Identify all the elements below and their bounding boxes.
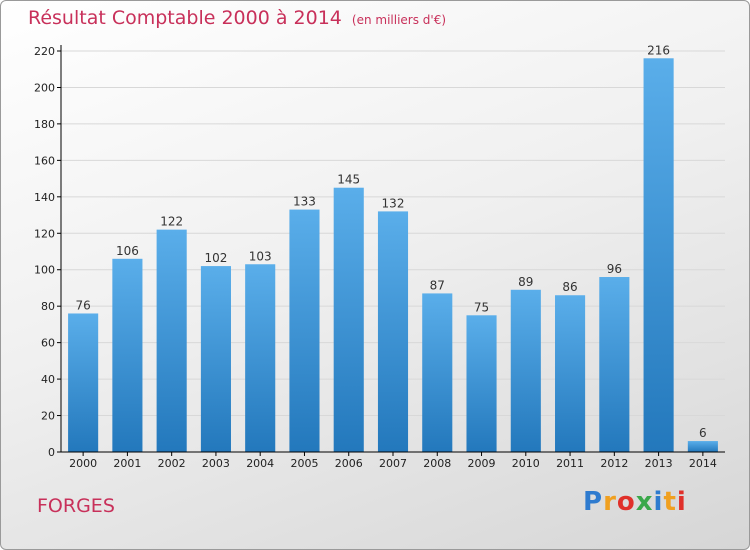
bar — [200, 266, 231, 452]
y-tick-label: 120 — [34, 227, 55, 240]
bar-value-label: 106 — [116, 244, 139, 258]
x-tick-label: 2006 — [335, 457, 363, 470]
chart-subtitle: (en milliers d'€) — [351, 13, 447, 27]
x-tick-label: 2001 — [113, 457, 141, 470]
x-tick-label: 2002 — [158, 457, 186, 470]
bar — [289, 209, 320, 452]
y-tick-label: 100 — [34, 264, 55, 277]
bar — [466, 315, 497, 452]
logo-letter: i — [653, 487, 664, 517]
bar — [68, 313, 99, 452]
x-tick-label: 2014 — [689, 457, 717, 470]
town-name: FORGES — [37, 495, 115, 517]
logo-letter: x — [635, 487, 654, 517]
chart-title: Résultat Comptable 2000 à 2014 (en millie… — [28, 7, 446, 29]
y-tick-label: 40 — [41, 373, 55, 386]
x-tick-label: 2010 — [512, 457, 540, 470]
bar-value-label: 122 — [160, 215, 183, 229]
bar — [422, 293, 453, 452]
x-tick-label: 2009 — [468, 457, 496, 470]
x-tick-label: 2004 — [246, 457, 274, 470]
logo-letter: r — [603, 487, 617, 517]
proxiti-logo: Proxiti — [583, 487, 687, 517]
bar-value-label: 216 — [647, 43, 670, 57]
bar — [510, 289, 541, 452]
bar — [245, 264, 276, 452]
bar — [112, 258, 143, 452]
x-tick-label: 2003 — [202, 457, 230, 470]
logo-letter: i — [676, 487, 687, 517]
y-tick-label: 140 — [34, 191, 55, 204]
bar-value-label: 132 — [382, 196, 405, 210]
x-tick-label: 2012 — [600, 457, 628, 470]
y-tick-label: 180 — [34, 118, 55, 131]
bar — [333, 187, 364, 453]
bar-value-label: 86 — [562, 280, 577, 294]
logo-letter: t — [663, 487, 677, 517]
y-tick-label: 80 — [41, 300, 55, 313]
bar — [643, 58, 674, 453]
y-tick-label: 20 — [41, 410, 55, 423]
logo-letter: o — [616, 487, 636, 517]
y-tick-label: 0 — [48, 446, 55, 459]
chart-title-text: Résultat Comptable 2000 à 2014 — [28, 7, 342, 29]
y-tick-label: 200 — [34, 81, 55, 94]
bar — [156, 229, 187, 452]
bar — [687, 441, 718, 452]
y-tick-label: 60 — [41, 337, 55, 350]
x-tick-label: 2000 — [69, 457, 97, 470]
bar-value-label: 133 — [293, 195, 316, 209]
bar-value-label: 103 — [249, 249, 272, 263]
y-tick-label: 160 — [34, 154, 55, 167]
bar-value-label: 102 — [204, 251, 227, 265]
bar — [377, 211, 409, 452]
x-tick-label: 2005 — [290, 457, 318, 470]
bar — [555, 295, 586, 452]
bar-value-label: 96 — [607, 262, 622, 276]
bar-value-label: 87 — [430, 278, 445, 292]
bar-value-label: 145 — [337, 173, 360, 187]
x-tick-label: 2011 — [556, 457, 584, 470]
bar-value-label: 76 — [75, 298, 90, 312]
y-tick-label: 220 — [34, 45, 55, 58]
x-tick-label: 2013 — [645, 457, 673, 470]
logo-letter: P — [583, 487, 604, 517]
bar-value-label: 75 — [474, 300, 489, 314]
x-tick-label: 2007 — [379, 457, 407, 470]
bar-value-label: 6 — [699, 426, 707, 440]
bar-value-label: 89 — [518, 275, 533, 289]
x-tick-label: 2008 — [423, 457, 451, 470]
bar — [599, 277, 630, 452]
